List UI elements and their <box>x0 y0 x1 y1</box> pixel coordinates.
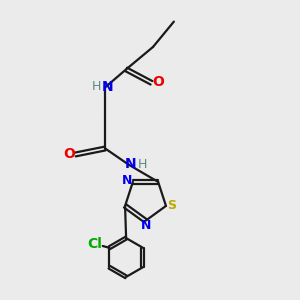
Text: O: O <box>63 147 75 161</box>
Text: N: N <box>102 80 113 94</box>
Text: H: H <box>92 80 101 93</box>
Text: Cl: Cl <box>88 237 102 251</box>
Text: N: N <box>122 174 133 187</box>
Text: O: O <box>152 75 164 89</box>
Text: N: N <box>141 219 151 232</box>
Text: H: H <box>138 158 147 171</box>
Text: S: S <box>167 200 176 212</box>
Text: N: N <box>125 157 136 171</box>
